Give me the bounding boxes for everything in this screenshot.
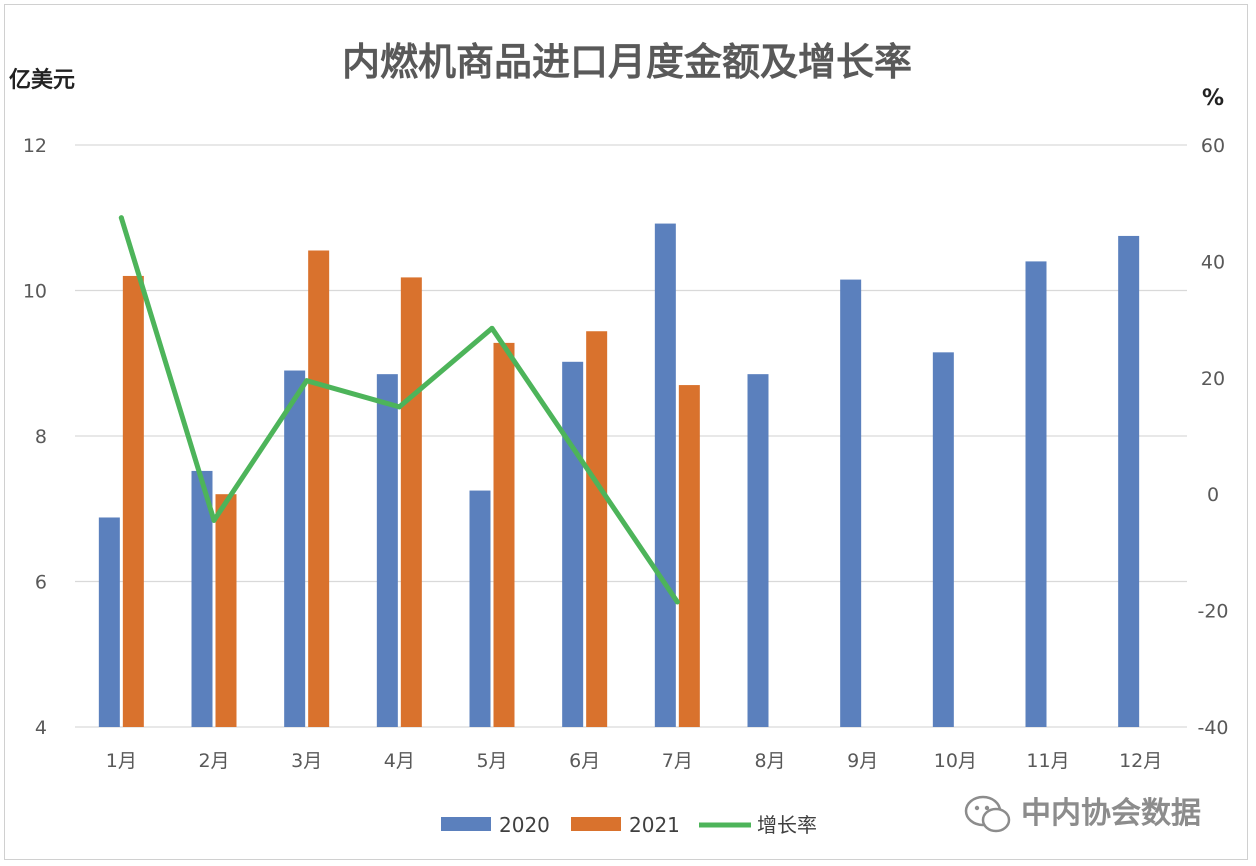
bar-2020 [1118,235,1140,727]
bar-2020 [98,517,120,727]
bar-2020 [840,279,862,727]
bar-2021 [586,331,608,727]
x-tick-label: 4月 [384,750,415,772]
bar-2021 [400,277,422,727]
line-point [674,599,680,605]
line-point [304,378,310,384]
bars [98,223,1140,728]
x-tick-label: 9月 [847,750,878,772]
watermark-text: 中内协会数据 [1021,796,1201,831]
bar-2020 [654,223,676,727]
y-axis-unit-label: 亿美元 [9,67,75,93]
y2-tick-label: 60 [1201,135,1225,157]
bar-2020 [469,490,491,727]
watermark: 中内协会数据 [964,795,1201,833]
bar-2020 [562,361,584,727]
line-series-增长率 [118,215,680,605]
line-point [211,517,217,523]
y-tick-label: 10 [23,281,47,303]
bar-2020 [284,370,306,727]
x-tick-label: 8月 [754,750,785,772]
x-tick-label: 7月 [662,750,693,772]
line-point [489,325,495,331]
y-tick-label: 12 [23,135,47,157]
line-point [396,404,402,410]
wechat-icon [964,795,1011,833]
legend-label: 2020 [499,813,550,837]
y2-tick-label: 20 [1201,368,1225,390]
x-tick-label: 6月 [569,750,600,772]
x-tick-label: 5月 [476,750,507,772]
bar-2021 [493,342,515,727]
x-tick-label: 2月 [198,750,229,772]
bar-2020 [376,374,398,727]
bar-2021 [122,275,144,727]
y2-tick-label: -40 [1197,717,1228,739]
bar-2021 [308,250,330,728]
legend-label: 2021 [629,813,680,837]
line-point [118,215,124,221]
y2-tick-label: -20 [1197,601,1228,623]
x-tick-label: 10月 [934,750,977,772]
y-tick-label: 4 [35,717,47,739]
y2-axis-unit-label: % [1202,86,1224,111]
bar-2021 [678,385,700,727]
bar-2020 [1025,261,1047,727]
legend-swatch-2021 [571,817,621,831]
x-axis-ticks: 1月 2月 3月 4月 5月 6月 7月 8月 9月 10月 11月 12月 [106,750,1162,772]
y2-tick-label: 0 [1207,484,1219,506]
bar-2021 [215,494,237,727]
x-tick-label: 12月 [1119,750,1162,772]
chart-title: 内燃机商品进口月度金额及增长率 [342,40,912,84]
legend-swatch-2020 [441,817,491,831]
chart-svg: 内燃机商品进口月度金额及增长率 亿美元 % 4 6 8 10 12 -40 -20 0 20 4… [9,40,1229,837]
y2-axis-ticks: -40 -20 0 20 40 60 [1197,135,1228,739]
bar-2020 [191,470,213,727]
x-tick-label: 11月 [1026,750,1069,772]
growth-line [118,215,680,605]
x-tick-label: 1月 [106,750,137,772]
chart-frame: 内燃机商品进口月度金额及增长率 亿美元 % 4 6 8 10 12 -40 -20 0 20 4… [4,4,1248,860]
y-tick-label: 8 [35,426,47,448]
bar-2020 [932,352,954,727]
x-tick-label: 3月 [291,750,322,772]
y-axis-ticks: 4 6 8 10 12 [23,135,47,739]
bar-2020 [747,374,769,727]
gridlines [75,144,1187,728]
y2-tick-label: 40 [1201,251,1225,273]
legend-label: 增长率 [757,813,817,837]
y-tick-label: 6 [35,572,47,594]
legend: 2020 2021 增长率 [441,813,817,837]
